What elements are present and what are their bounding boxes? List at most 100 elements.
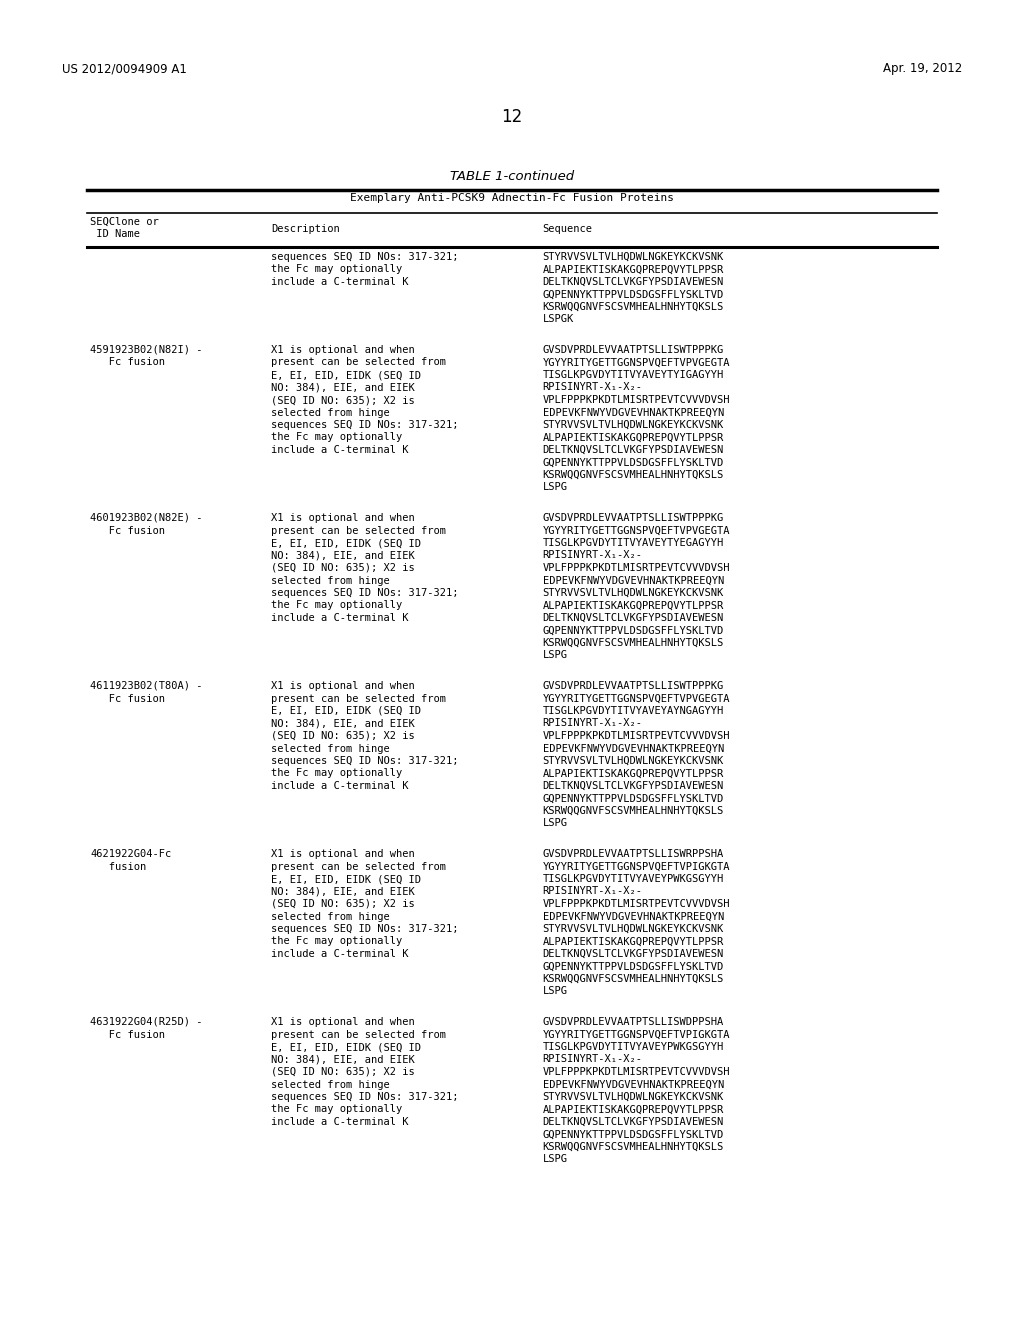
Text: (SEQ ID NO: 635); X2 is: (SEQ ID NO: 635); X2 is bbox=[271, 395, 415, 405]
Text: TISGLKPGVDYTITVYAVEYPWKGSGYYH: TISGLKPGVDYTITVYAVEYPWKGSGYYH bbox=[543, 874, 724, 884]
Text: (SEQ ID NO: 635); X2 is: (SEQ ID NO: 635); X2 is bbox=[271, 731, 415, 741]
Text: E, EI, EID, EIDK (SEQ ID: E, EI, EID, EIDK (SEQ ID bbox=[271, 1041, 421, 1052]
Text: 4611923B02(T80A) -: 4611923B02(T80A) - bbox=[90, 681, 203, 690]
Text: include a C-terminal K: include a C-terminal K bbox=[271, 612, 409, 623]
Text: ALPAPIEKTISKAKGQPREPQVYTLPPSR: ALPAPIEKTISKAKGQPREPQVYTLPPSR bbox=[543, 768, 724, 779]
Text: DELTKNQVSLTCLVKGFYPSDIAVEWESN: DELTKNQVSLTCLVKGFYPSDIAVEWESN bbox=[543, 1117, 724, 1127]
Text: TISGLKPGVDYTITVYAVEYTYEGAGYYH: TISGLKPGVDYTITVYAVEYTYEGAGYYH bbox=[543, 539, 724, 548]
Text: EDPEVKFNWYVDGVEVHNAKTKPREEQYN: EDPEVKFNWYVDGVEVHNAKTKPREEQYN bbox=[543, 1080, 724, 1089]
Text: sequences SEQ ID NOs: 317-321;: sequences SEQ ID NOs: 317-321; bbox=[271, 924, 459, 935]
Text: selected from hinge: selected from hinge bbox=[271, 743, 390, 754]
Text: 4591923B02(N82I) -: 4591923B02(N82I) - bbox=[90, 345, 203, 355]
Text: KSRWQQGNVFSCSVMHEALHNHYTQKSLS: KSRWQQGNVFSCSVMHEALHNHYTQKSLS bbox=[543, 638, 724, 648]
Text: Sequence: Sequence bbox=[543, 224, 593, 234]
Text: E, EI, EID, EIDK (SEQ ID: E, EI, EID, EIDK (SEQ ID bbox=[271, 874, 421, 884]
Text: KSRWQQGNVFSCSVMHEALHNHYTQKSLS: KSRWQQGNVFSCSVMHEALHNHYTQKSLS bbox=[543, 807, 724, 816]
Text: E, EI, EID, EIDK (SEQ ID: E, EI, EID, EIDK (SEQ ID bbox=[271, 539, 421, 548]
Text: present can be selected from: present can be selected from bbox=[271, 358, 446, 367]
Text: YGYYRITYGETTGGNSPVQEFTVPVGEGTA: YGYYRITYGETTGGNSPVQEFTVPVGEGTA bbox=[543, 693, 730, 704]
Text: 4601923B02(N82E) -: 4601923B02(N82E) - bbox=[90, 513, 203, 523]
Text: ALPAPIEKTISKAKGQPREPQVYTLPPSR: ALPAPIEKTISKAKGQPREPQVYTLPPSR bbox=[543, 264, 724, 275]
Text: ID Name: ID Name bbox=[90, 228, 140, 239]
Text: STYRVVSVLTVLHQDWLNGKEYKCKVSNK: STYRVVSVLTVLHQDWLNGKEYKCKVSNK bbox=[543, 756, 724, 766]
Text: ALPAPIEKTISKAKGQPREPQVYTLPPSR: ALPAPIEKTISKAKGQPREPQVYTLPPSR bbox=[543, 601, 724, 610]
Text: E, EI, EID, EIDK (SEQ ID: E, EI, EID, EIDK (SEQ ID bbox=[271, 706, 421, 715]
Text: selected from hinge: selected from hinge bbox=[271, 576, 390, 586]
Text: NO: 384), EIE, and EIEK: NO: 384), EIE, and EIEK bbox=[271, 718, 415, 729]
Text: the Fc may optionally: the Fc may optionally bbox=[271, 433, 402, 442]
Text: (SEQ ID NO: 635); X2 is: (SEQ ID NO: 635); X2 is bbox=[271, 899, 415, 909]
Text: sequences SEQ ID NOs: 317-321;: sequences SEQ ID NOs: 317-321; bbox=[271, 1092, 459, 1102]
Text: TISGLKPGVDYTITVYAVEYAYNGAGYYH: TISGLKPGVDYTITVYAVEYAYNGAGYYH bbox=[543, 706, 724, 715]
Text: DELTKNQVSLTCLVKGFYPSDIAVEWESN: DELTKNQVSLTCLVKGFYPSDIAVEWESN bbox=[543, 612, 724, 623]
Text: Fc fusion: Fc fusion bbox=[90, 358, 165, 367]
Text: X1 is optional and when: X1 is optional and when bbox=[271, 513, 415, 523]
Text: Fc fusion: Fc fusion bbox=[90, 693, 165, 704]
Text: present can be selected from: present can be selected from bbox=[271, 693, 446, 704]
Text: sequences SEQ ID NOs: 317-321;: sequences SEQ ID NOs: 317-321; bbox=[271, 252, 459, 261]
Text: DELTKNQVSLTCLVKGFYPSDIAVEWESN: DELTKNQVSLTCLVKGFYPSDIAVEWESN bbox=[543, 277, 724, 286]
Text: RPISINYRT-X₁-X₂-: RPISINYRT-X₁-X₂- bbox=[543, 1055, 643, 1064]
Text: YGYYRITYGETTGGNSPVQEFTVPVGEGTA: YGYYRITYGETTGGNSPVQEFTVPVGEGTA bbox=[543, 525, 730, 536]
Text: LSPGK: LSPGK bbox=[543, 314, 574, 325]
Text: EDPEVKFNWYVDGVEVHNAKTKPREEQYN: EDPEVKFNWYVDGVEVHNAKTKPREEQYN bbox=[543, 743, 724, 754]
Text: (SEQ ID NO: 635); X2 is: (SEQ ID NO: 635); X2 is bbox=[271, 564, 415, 573]
Text: X1 is optional and when: X1 is optional and when bbox=[271, 345, 415, 355]
Text: Description: Description bbox=[271, 224, 340, 234]
Text: the Fc may optionally: the Fc may optionally bbox=[271, 264, 402, 275]
Text: sequences SEQ ID NOs: 317-321;: sequences SEQ ID NOs: 317-321; bbox=[271, 420, 459, 430]
Text: selected from hinge: selected from hinge bbox=[271, 408, 390, 417]
Text: VPLFPPPKPKDTLMISRTPEVTCVVVDVSH: VPLFPPPKPKDTLMISRTPEVTCVVVDVSH bbox=[543, 395, 730, 405]
Text: VPLFPPPKPKDTLMISRTPEVTCVVVDVSH: VPLFPPPKPKDTLMISRTPEVTCVVVDVSH bbox=[543, 1067, 730, 1077]
Text: YGYYRITYGETTGGNSPVQEFTVPVGEGTA: YGYYRITYGETTGGNSPVQEFTVPVGEGTA bbox=[543, 358, 730, 367]
Text: ALPAPIEKTISKAKGQPREPQVYTLPPSR: ALPAPIEKTISKAKGQPREPQVYTLPPSR bbox=[543, 1105, 724, 1114]
Text: STYRVVSVLTVLHQDWLNGKEYKCKVSNK: STYRVVSVLTVLHQDWLNGKEYKCKVSNK bbox=[543, 420, 724, 430]
Text: GVSDVPRDLEVVAATPTSLLISWTPPPKG: GVSDVPRDLEVVAATPTSLLISWTPPPKG bbox=[543, 513, 724, 523]
Text: LSPG: LSPG bbox=[543, 651, 567, 660]
Text: NO: 384), EIE, and EIEK: NO: 384), EIE, and EIEK bbox=[271, 1055, 415, 1064]
Text: KSRWQQGNVFSCSVMHEALHNHYTQKSLS: KSRWQQGNVFSCSVMHEALHNHYTQKSLS bbox=[543, 1142, 724, 1152]
Text: X1 is optional and when: X1 is optional and when bbox=[271, 849, 415, 859]
Text: GQPENNYKTTPPVLDSDGSFFLYSKLTVD: GQPENNYKTTPPVLDSDGSFFLYSKLTVD bbox=[543, 289, 724, 300]
Text: GQPENNYKTTPPVLDSDGSFFLYSKLTVD: GQPENNYKTTPPVLDSDGSFFLYSKLTVD bbox=[543, 458, 724, 467]
Text: STYRVVSVLTVLHQDWLNGKEYKCKVSNK: STYRVVSVLTVLHQDWLNGKEYKCKVSNK bbox=[543, 1092, 724, 1102]
Text: X1 is optional and when: X1 is optional and when bbox=[271, 681, 415, 690]
Text: GQPENNYKTTPPVLDSDGSFFLYSKLTVD: GQPENNYKTTPPVLDSDGSFFLYSKLTVD bbox=[543, 961, 724, 972]
Text: include a C-terminal K: include a C-terminal K bbox=[271, 277, 409, 286]
Text: X1 is optional and when: X1 is optional and when bbox=[271, 1016, 415, 1027]
Text: include a C-terminal K: include a C-terminal K bbox=[271, 781, 409, 791]
Text: RPISINYRT-X₁-X₂-: RPISINYRT-X₁-X₂- bbox=[543, 718, 643, 729]
Text: the Fc may optionally: the Fc may optionally bbox=[271, 601, 402, 610]
Text: the Fc may optionally: the Fc may optionally bbox=[271, 1105, 402, 1114]
Text: ALPAPIEKTISKAKGQPREPQVYTLPPSR: ALPAPIEKTISKAKGQPREPQVYTLPPSR bbox=[543, 433, 724, 442]
Text: ALPAPIEKTISKAKGQPREPQVYTLPPSR: ALPAPIEKTISKAKGQPREPQVYTLPPSR bbox=[543, 936, 724, 946]
Text: include a C-terminal K: include a C-terminal K bbox=[271, 1117, 409, 1127]
Text: (SEQ ID NO: 635); X2 is: (SEQ ID NO: 635); X2 is bbox=[271, 1067, 415, 1077]
Text: KSRWQQGNVFSCSVMHEALHNHYTQKSLS: KSRWQQGNVFSCSVMHEALHNHYTQKSLS bbox=[543, 470, 724, 480]
Text: present can be selected from: present can be selected from bbox=[271, 525, 446, 536]
Text: fusion: fusion bbox=[90, 862, 146, 871]
Text: LSPG: LSPG bbox=[543, 1155, 567, 1164]
Text: include a C-terminal K: include a C-terminal K bbox=[271, 949, 409, 960]
Text: SEQClone or: SEQClone or bbox=[90, 216, 159, 227]
Text: EDPEVKFNWYVDGVEVHNAKTKPREEQYN: EDPEVKFNWYVDGVEVHNAKTKPREEQYN bbox=[543, 912, 724, 921]
Text: selected from hinge: selected from hinge bbox=[271, 912, 390, 921]
Text: VPLFPPPKPKDTLMISRTPEVTCVVVDVSH: VPLFPPPKPKDTLMISRTPEVTCVVVDVSH bbox=[543, 731, 730, 741]
Text: NO: 384), EIE, and EIEK: NO: 384), EIE, and EIEK bbox=[271, 550, 415, 561]
Text: DELTKNQVSLTCLVKGFYPSDIAVEWESN: DELTKNQVSLTCLVKGFYPSDIAVEWESN bbox=[543, 949, 724, 960]
Text: include a C-terminal K: include a C-terminal K bbox=[271, 445, 409, 455]
Text: GVSDVPRDLEVVAATPTSLLISWDPPSHA: GVSDVPRDLEVVAATPTSLLISWDPPSHA bbox=[543, 1016, 724, 1027]
Text: GQPENNYKTTPPVLDSDGSFFLYSKLTVD: GQPENNYKTTPPVLDSDGSFFLYSKLTVD bbox=[543, 626, 724, 635]
Text: YGYYRITYGETTGGNSPVQEFTVPIGKGTA: YGYYRITYGETTGGNSPVQEFTVPIGKGTA bbox=[543, 1030, 730, 1040]
Text: E, EI, EID, EIDK (SEQ ID: E, EI, EID, EIDK (SEQ ID bbox=[271, 370, 421, 380]
Text: GVSDVPRDLEVVAATPTSLLISWTPPPKG: GVSDVPRDLEVVAATPTSLLISWTPPPKG bbox=[543, 681, 724, 690]
Text: RPISINYRT-X₁-X₂-: RPISINYRT-X₁-X₂- bbox=[543, 887, 643, 896]
Text: KSRWQQGNVFSCSVMHEALHNHYTQKSLS: KSRWQQGNVFSCSVMHEALHNHYTQKSLS bbox=[543, 302, 724, 312]
Text: Exemplary Anti-PCSK9 Adnectin-Fc Fusion Proteins: Exemplary Anti-PCSK9 Adnectin-Fc Fusion … bbox=[350, 193, 674, 203]
Text: GVSDVPRDLEVVAATPTSLLISWTPPPKG: GVSDVPRDLEVVAATPTSLLISWTPPPKG bbox=[543, 345, 724, 355]
Text: KSRWQQGNVFSCSVMHEALHNHYTQKSLS: KSRWQQGNVFSCSVMHEALHNHYTQKSLS bbox=[543, 974, 724, 983]
Text: selected from hinge: selected from hinge bbox=[271, 1080, 390, 1089]
Text: RPISINYRT-X₁-X₂-: RPISINYRT-X₁-X₂- bbox=[543, 550, 643, 561]
Text: GQPENNYKTTPPVLDSDGSFFLYSKLTVD: GQPENNYKTTPPVLDSDGSFFLYSKLTVD bbox=[543, 1130, 724, 1139]
Text: EDPEVKFNWYVDGVEVHNAKTKPREEQYN: EDPEVKFNWYVDGVEVHNAKTKPREEQYN bbox=[543, 576, 724, 586]
